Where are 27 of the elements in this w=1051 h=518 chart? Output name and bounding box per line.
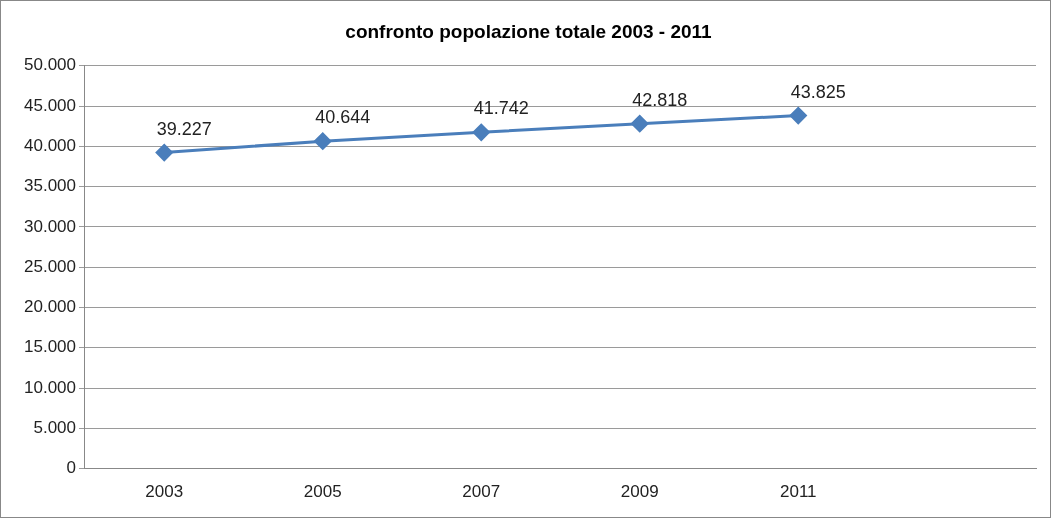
x-tick-label: 2003 <box>145 482 184 502</box>
point <box>631 115 649 133</box>
y-tick-label: 25.000 <box>24 256 76 276</box>
x-tick-label: 2007 <box>462 482 501 502</box>
data-label: 41.742 <box>473 98 529 119</box>
point <box>789 107 807 125</box>
y-tick-label: 15.000 <box>24 337 76 357</box>
y-tick-label: 20.000 <box>24 297 76 317</box>
data-label: 40.644 <box>315 107 371 128</box>
y-tick-label: 40.000 <box>24 136 76 156</box>
y-tick-label: 0 <box>66 458 76 478</box>
chart-title: confronto popolazione totale 2003 - 2011 <box>345 20 713 42</box>
point <box>314 132 332 150</box>
point <box>155 144 173 162</box>
y-tick-label: 50.000 <box>24 55 76 75</box>
y-tick-label: 45.000 <box>24 95 76 115</box>
data-label: 42.818 <box>632 89 688 110</box>
y-tick-label: 10.000 <box>24 377 76 397</box>
x-tick-label: 2011 <box>779 482 817 502</box>
data-label: 39.227 <box>156 118 212 139</box>
data-label: 43.825 <box>790 81 846 102</box>
point <box>472 123 490 141</box>
y-tick-label: 35.000 <box>24 176 76 196</box>
y-tick-label: 5.000 <box>33 418 76 438</box>
x-tick-label: 2009 <box>620 482 659 502</box>
x-tick-label: 2005 <box>303 482 342 502</box>
y-tick-label: 30.000 <box>24 216 76 236</box>
